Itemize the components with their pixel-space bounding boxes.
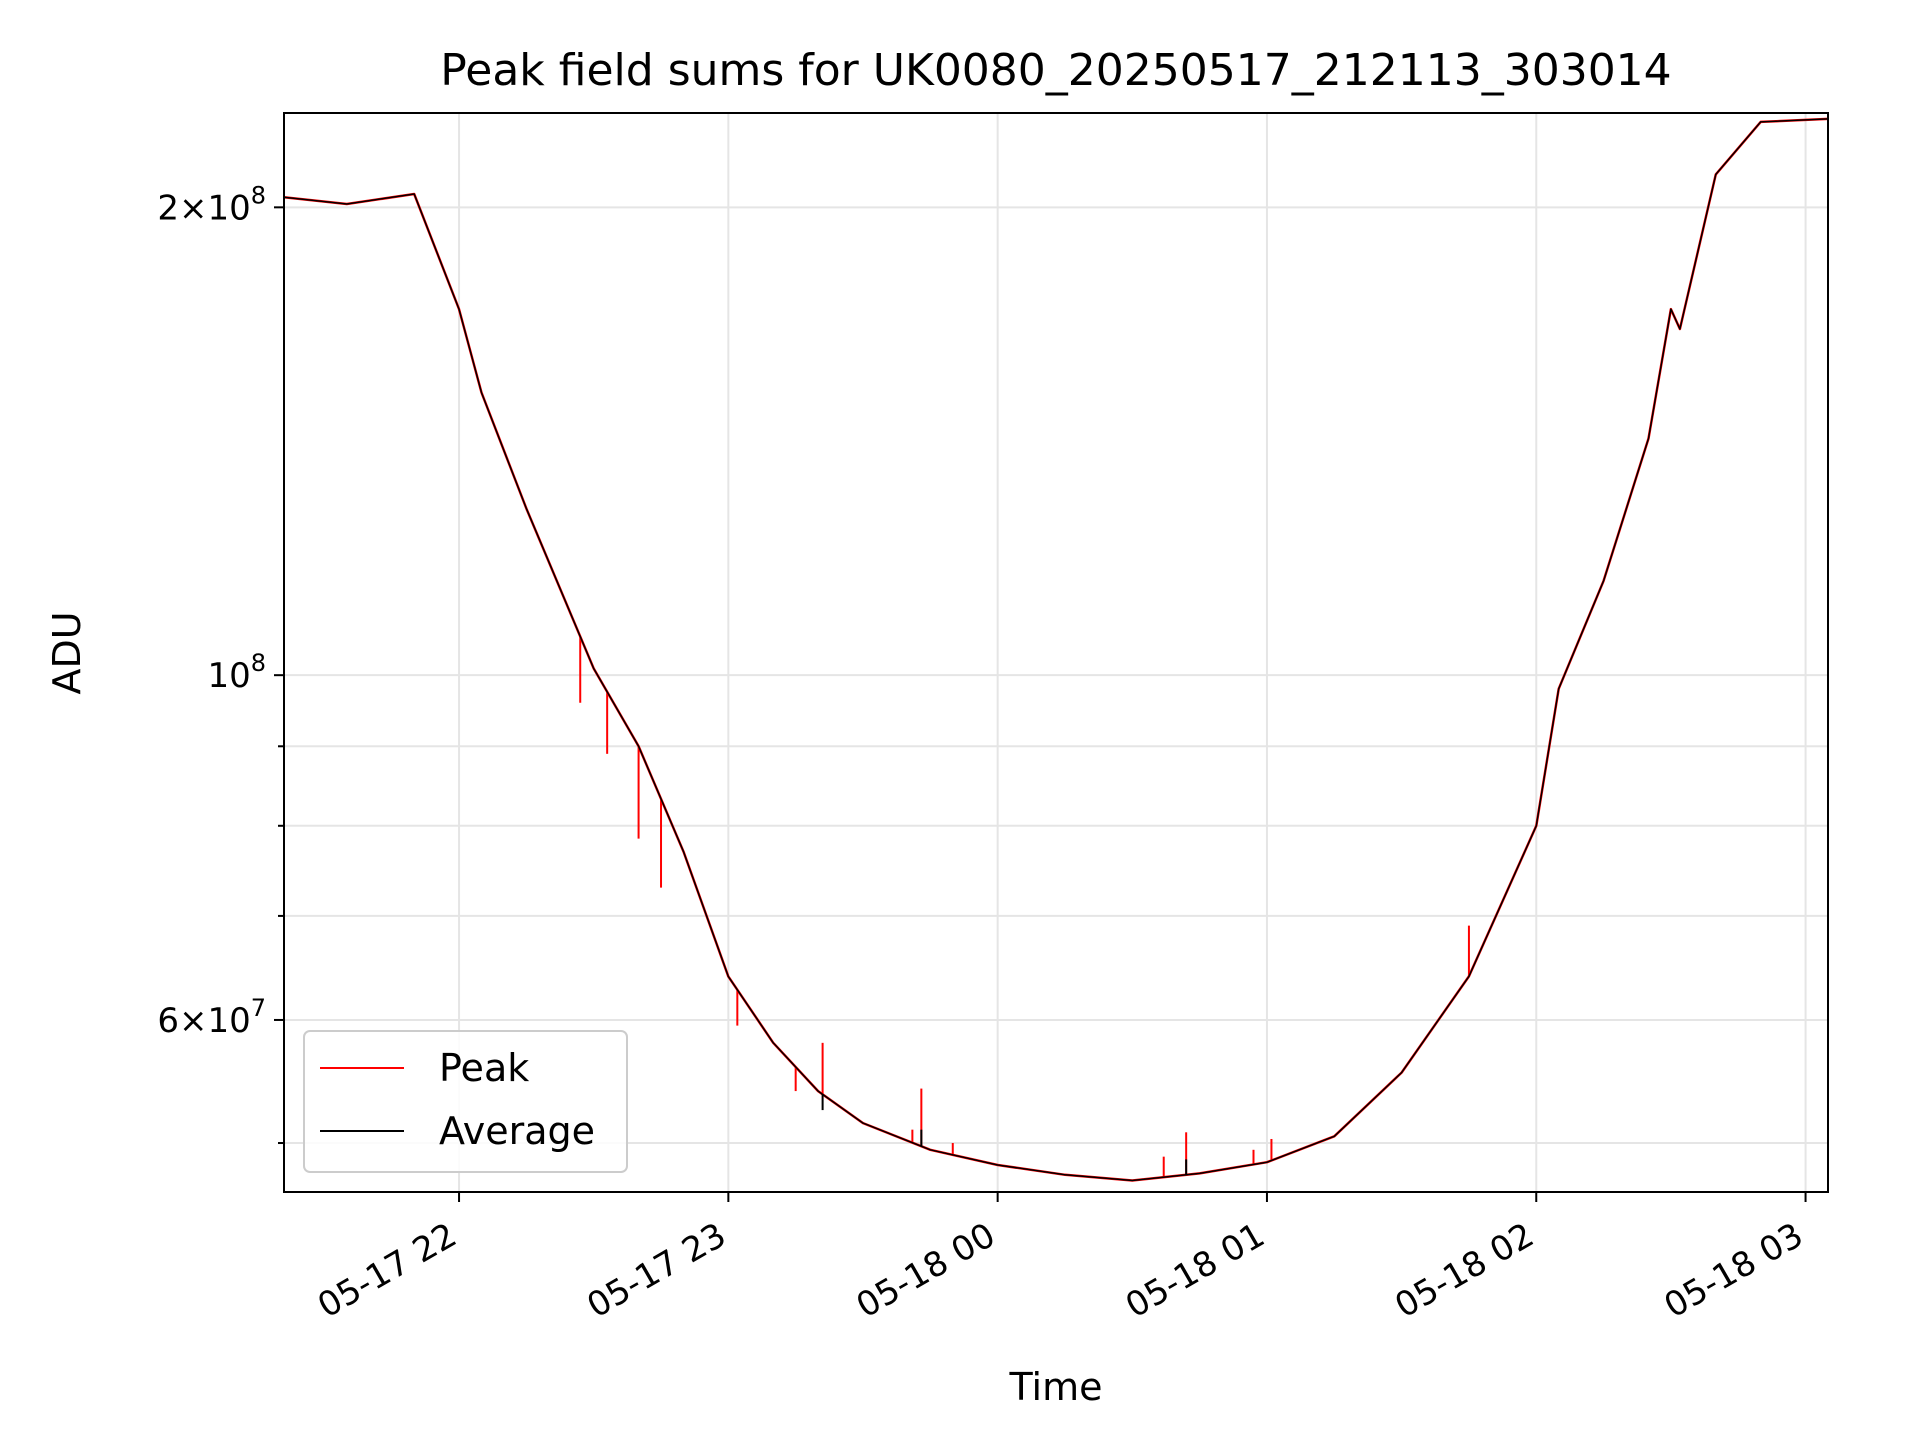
y-axis-label: ADU [45,611,89,694]
grid [284,113,1828,1192]
x-axis-label: Time [1009,1365,1103,1409]
y-tick-label: 2×108 [157,181,266,228]
plot-frame [283,112,1829,1193]
y-tick-label: 108 [207,649,266,696]
y-tick-label: 6×107 [157,994,266,1041]
series-line-average [283,118,1829,1182]
y-ticks: 6×107 108 2×108 [157,181,284,1145]
legend: Peak Average [303,1030,628,1173]
series-layer [283,117,1829,1182]
legend-label-average: Average [439,1109,595,1153]
legend-box [303,1030,628,1173]
chart-title: Peak field sums for UK0080_20250517_2121… [440,45,1671,96]
legend-label-peak: Peak [439,1046,529,1090]
